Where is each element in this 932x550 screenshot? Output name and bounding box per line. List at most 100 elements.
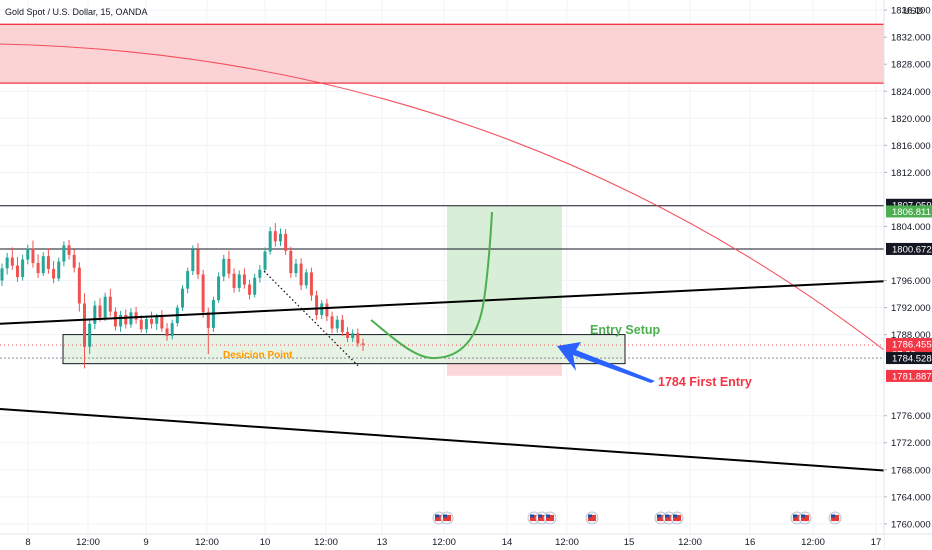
candle-body — [15, 265, 19, 278]
time-tick-label: 10 — [260, 537, 271, 548]
event-flag-icon[interactable] — [585, 511, 599, 525]
candle-body — [181, 288, 184, 308]
flag-stripe — [801, 515, 809, 521]
candle-body — [119, 314, 123, 327]
event-flag-icon[interactable] — [440, 511, 454, 525]
chart-zones — [0, 23, 884, 376]
candle-body — [315, 295, 319, 315]
candle-body — [108, 296, 112, 312]
first-entry-label: 1784 First Entry — [658, 375, 752, 389]
candle-body — [88, 323, 92, 347]
candle-body — [144, 319, 148, 330]
price-badge-bg — [886, 352, 932, 365]
target-zone — [447, 206, 562, 359]
candle-body — [26, 248, 30, 260]
flag-canton — [831, 514, 835, 518]
candle-body — [232, 273, 236, 288]
price-badge-bg — [886, 369, 932, 382]
entry-setup-label: Entry Setup — [590, 323, 661, 337]
flag-stripe — [657, 515, 665, 521]
projection-arc — [0, 43, 885, 351]
candle-body — [57, 261, 61, 279]
chart-drawings — [0, 43, 885, 472]
price-tick-label: 1788.000 — [891, 330, 931, 341]
flag-canton — [793, 514, 797, 518]
candle-body — [139, 319, 143, 330]
event-flag-icon[interactable] — [798, 511, 812, 525]
time-tick-label: 12:00 — [555, 537, 579, 548]
entry-curve — [370, 211, 493, 360]
candle-body — [258, 269, 262, 278]
candle-body — [134, 312, 138, 320]
candle-body — [309, 272, 313, 296]
price-badge-label: 1781.887 — [892, 371, 932, 382]
candle-body — [124, 314, 128, 325]
candle-body — [206, 312, 210, 328]
time-tick-label: 12:00 — [432, 537, 456, 548]
flag-canton — [435, 514, 439, 518]
flag-stripe — [538, 515, 546, 521]
candle-body — [325, 303, 329, 317]
candle-body — [242, 274, 246, 285]
price-badge: 1800.672 — [886, 242, 932, 255]
time-tick-label: 12:00 — [314, 537, 338, 548]
price-badge-bg — [886, 205, 932, 218]
flag-stripe — [530, 515, 538, 521]
candle-body — [284, 233, 288, 251]
resistance-zone — [0, 24, 884, 84]
flag-canton — [538, 514, 542, 518]
candle-body — [304, 272, 308, 286]
candle-body — [77, 267, 81, 304]
trend-line-2 — [0, 407, 885, 472]
candle-body — [67, 245, 71, 255]
candle-body — [278, 233, 282, 242]
candle-body — [222, 258, 226, 277]
price-tick-label: 1796.000 — [891, 276, 931, 287]
flag-canton — [673, 514, 677, 518]
entry-arrow — [557, 342, 655, 383]
time-axis[interactable]: 8 12:00 9 12:00 10 12:00 13 12:00 14 12:00 15 12:00… — [0, 533, 932, 550]
candle-body — [98, 305, 102, 318]
candle-body — [227, 258, 231, 274]
time-tick-label: 17 — [871, 537, 882, 548]
event-flag-icon[interactable] — [828, 511, 842, 525]
candle-body — [160, 317, 164, 329]
flag-canton — [546, 514, 550, 518]
price-badge: 1784.528 — [886, 352, 932, 365]
candle-body — [165, 328, 169, 336]
price-tick-label: 1820.000 — [891, 114, 931, 125]
time-axis-background — [0, 534, 884, 550]
candle-body — [31, 248, 35, 263]
time-tick-label: 16 — [745, 537, 756, 548]
price-axis[interactable]: 1760.000 1764.000 1768.000 1772.000 1776.000… — [883, 0, 932, 550]
price-badge-label: 1784.528 — [892, 354, 932, 365]
candle-body — [5, 257, 9, 269]
candle-body — [263, 251, 267, 270]
candle-body — [361, 343, 365, 345]
event-flag-icon[interactable] — [543, 511, 557, 525]
candle-body — [248, 284, 252, 295]
candle-body — [62, 245, 66, 262]
flag-canton — [665, 514, 669, 518]
candle-body — [217, 276, 221, 301]
flag-stripe — [443, 515, 451, 521]
flag-canton — [657, 514, 661, 518]
candle-body — [10, 257, 14, 266]
candle-body — [186, 271, 190, 289]
candle-body — [268, 231, 272, 252]
time-tick-label: 12:00 — [678, 537, 702, 548]
event-flag-icon[interactable] — [670, 511, 684, 525]
decision-point-label: Desicion Point — [223, 350, 293, 361]
economic-events[interactable] — [432, 511, 842, 525]
candlestick-series — [0, 223, 365, 369]
time-tick-label: 14 — [502, 537, 513, 548]
time-tick-label: 12:00 — [801, 537, 825, 548]
candle-body — [335, 319, 339, 329]
candle-body — [340, 319, 344, 332]
candle-body — [196, 249, 200, 275]
price-badge-label: 1806.811 — [892, 207, 931, 218]
price-tick-label: 1768.000 — [891, 465, 931, 476]
price-badge: 1781.887 — [886, 369, 932, 382]
price-badge-label: 1786.455 — [892, 340, 932, 351]
